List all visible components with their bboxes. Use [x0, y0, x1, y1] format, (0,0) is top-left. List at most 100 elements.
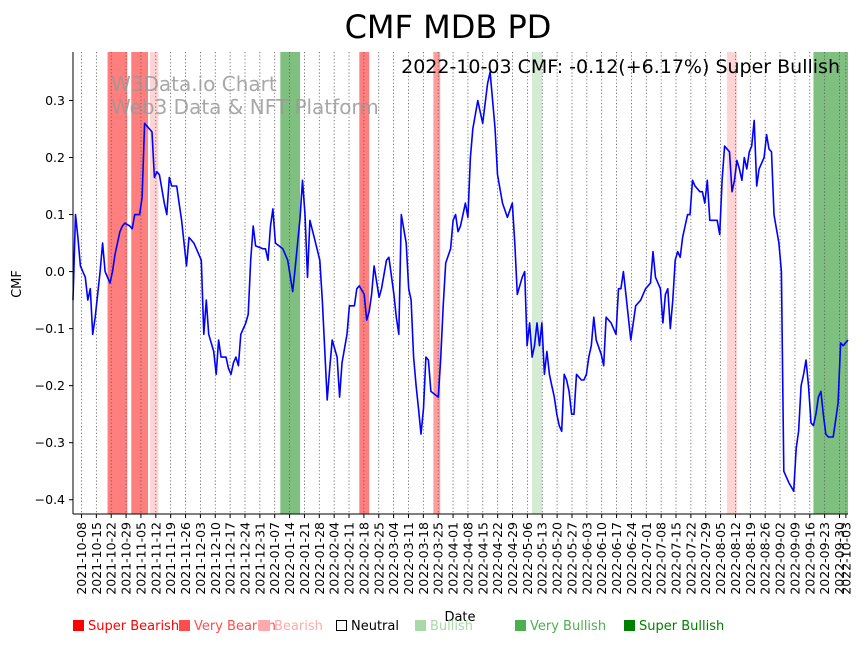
x-tick-label: 2022-09-23 [817, 522, 832, 595]
x-tick-label: 2022-02-18 [356, 522, 371, 595]
watermark-line-1: W3Data.io Chart [111, 72, 277, 96]
x-tick-label: 2022-01-07 [267, 522, 282, 595]
signal-band-super-bullish [280, 52, 301, 514]
legend-swatch-super-bearish [73, 620, 84, 631]
x-tick-label: 2022-04-01 [446, 522, 461, 595]
x-tick-label: 2022-09-02 [773, 522, 788, 595]
signal-band-super-bullish [813, 52, 848, 514]
legend-item-bullish: Bullish [415, 619, 473, 634]
y-tick-label: −0.1 [35, 321, 65, 336]
legend-label-neutral: Neutral [351, 619, 399, 634]
x-tick-label: 2021-11-05 [133, 522, 148, 595]
legend-label-super-bullish: Super Bullish [639, 619, 725, 634]
y-axis-label: CMF [10, 270, 25, 298]
y-tick-label: 0.3 [45, 93, 65, 108]
x-tick-label: 2022-04-22 [490, 522, 505, 595]
signal-band-super-bearish [131, 52, 149, 514]
x-tick-label: 2022-07-01 [639, 522, 654, 595]
x-tick-label: 2022-02-04 [327, 522, 342, 595]
legend-label-bearish: Bearish [274, 619, 323, 634]
x-tick-label: 2022-10-03 [838, 522, 853, 595]
x-tick-label: 2022-03-25 [431, 522, 446, 595]
legend-swatch-bullish [415, 620, 426, 631]
x-tick-label: 2022-05-06 [520, 522, 535, 595]
signal-band-very-bearish [433, 52, 441, 514]
legend-label-very-bearish: Very Bearish [194, 619, 276, 634]
x-tick-label: 2022-08-19 [743, 522, 758, 595]
x-ticks: 2021-10-08 2021-10-15 2021-10-22 2021-10-29… [74, 514, 853, 595]
x-tick-label: 2022-07-15 [669, 522, 684, 595]
x-tick-label: 2022-05-20 [550, 522, 565, 595]
legend-label-very-bullish: Very Bullish [530, 619, 607, 634]
legend-item-super-bullish: Super Bullish [624, 619, 724, 634]
legend-label-super-bearish: Super Bearish [88, 619, 180, 634]
x-tick-label: 2021-12-31 [252, 522, 267, 595]
signal-band-bullish [532, 52, 542, 514]
cmf-series-line [72, 71, 849, 492]
signal-band-bearish [150, 52, 159, 514]
legend: Super Bearish Very Bearish Bearish Neutral B… [73, 619, 853, 639]
x-tick-label: 2022-03-11 [401, 522, 416, 595]
x-tick-label: 2022-06-10 [594, 522, 609, 595]
x-tick-label: 2021-10-15 [89, 522, 104, 595]
x-tick-label: 2021-11-26 [178, 522, 193, 595]
x-tick-label: 2022-01-21 [297, 522, 312, 595]
legend-item-very-bearish: Very Bearish [179, 619, 276, 634]
signal-band-bearish [727, 52, 737, 514]
x-tick-label: 2021-11-12 [148, 522, 163, 595]
x-tick-label: 2022-06-17 [609, 522, 624, 595]
x-tick-label: 2022-04-15 [475, 522, 490, 595]
legend-swatch-super-bullish [624, 620, 635, 631]
x-tick-label: 2021-12-10 [208, 522, 223, 595]
x-tick-label: 2022-08-05 [713, 522, 728, 595]
x-tick-label: 2022-06-24 [624, 522, 639, 595]
y-tick-label: −0.2 [35, 378, 65, 393]
y-ticks: −0.4 −0.3 −0.2 −0.1 0.0 0.1 0.2 0.3 [35, 93, 73, 507]
x-tick-label: 2022-02-11 [342, 522, 357, 595]
x-tick-label: 2021-12-17 [223, 522, 238, 595]
x-tick-label: 2021-11-19 [163, 522, 178, 595]
legend-swatch-very-bullish [515, 620, 526, 631]
y-tick-label: −0.3 [35, 435, 65, 450]
y-tick-label: 0.2 [45, 150, 65, 165]
signal-band-super-bearish [359, 52, 370, 514]
chart-annotation: 2022-10-03 CMF: -0.12(+6.17%) Super Bull… [401, 56, 840, 78]
signal-bands [107, 52, 848, 514]
x-tick-label: 2022-04-08 [460, 522, 475, 595]
x-tick-label: 2022-08-26 [758, 522, 773, 595]
x-tick-label: 2021-12-24 [237, 522, 252, 595]
x-tick-label: 2022-04-29 [505, 522, 520, 595]
x-tick-label: 2022-06-03 [579, 522, 594, 595]
chart-title: CMF MDB PD [345, 8, 552, 46]
x-tick-label: 2022-02-25 [371, 522, 386, 595]
x-tick-label: 2021-12-03 [193, 522, 208, 595]
x-tick-label: 2022-07-29 [698, 522, 713, 595]
x-tick-label: 2022-07-08 [654, 522, 669, 595]
x-tick-label: 2022-03-04 [386, 522, 401, 595]
watermark-line-2: Web3 Data & NFT Platform [111, 95, 379, 119]
x-tick-label: 2022-09-30 [832, 522, 847, 595]
x-axis-label: Date [444, 610, 475, 625]
x-tick-label: 2021-10-22 [104, 522, 119, 595]
legend-item-very-bullish: Very Bullish [515, 619, 606, 634]
x-tick-label: 2021-10-29 [119, 522, 134, 595]
y-tick-label: −0.4 [35, 492, 65, 507]
x-tick-label: 2022-05-13 [535, 522, 550, 595]
x-tick-label: 2022-09-16 [802, 522, 817, 595]
y-tick-label: 0.1 [45, 207, 65, 222]
legend-item-super-bearish: Super Bearish [73, 619, 179, 634]
legend-swatch-very-bearish [179, 620, 190, 631]
x-tick-label: 2022-07-22 [683, 522, 698, 595]
legend-item-neutral: Neutral [336, 619, 399, 634]
x-tick-label: 2021-10-08 [74, 522, 89, 595]
legend-swatch-bearish [259, 620, 270, 631]
x-tick-label: 2022-05-27 [564, 522, 579, 595]
signal-band-super-bearish [107, 52, 128, 514]
x-tick-label: 2022-08-12 [728, 522, 743, 595]
y-tick-label: 0.0 [45, 264, 65, 279]
x-tick-label: 2022-09-09 [787, 522, 802, 595]
x-tick-label: 2022-03-18 [416, 522, 431, 595]
legend-label-bullish: Bullish [430, 619, 474, 634]
legend-swatch-neutral [336, 620, 347, 631]
